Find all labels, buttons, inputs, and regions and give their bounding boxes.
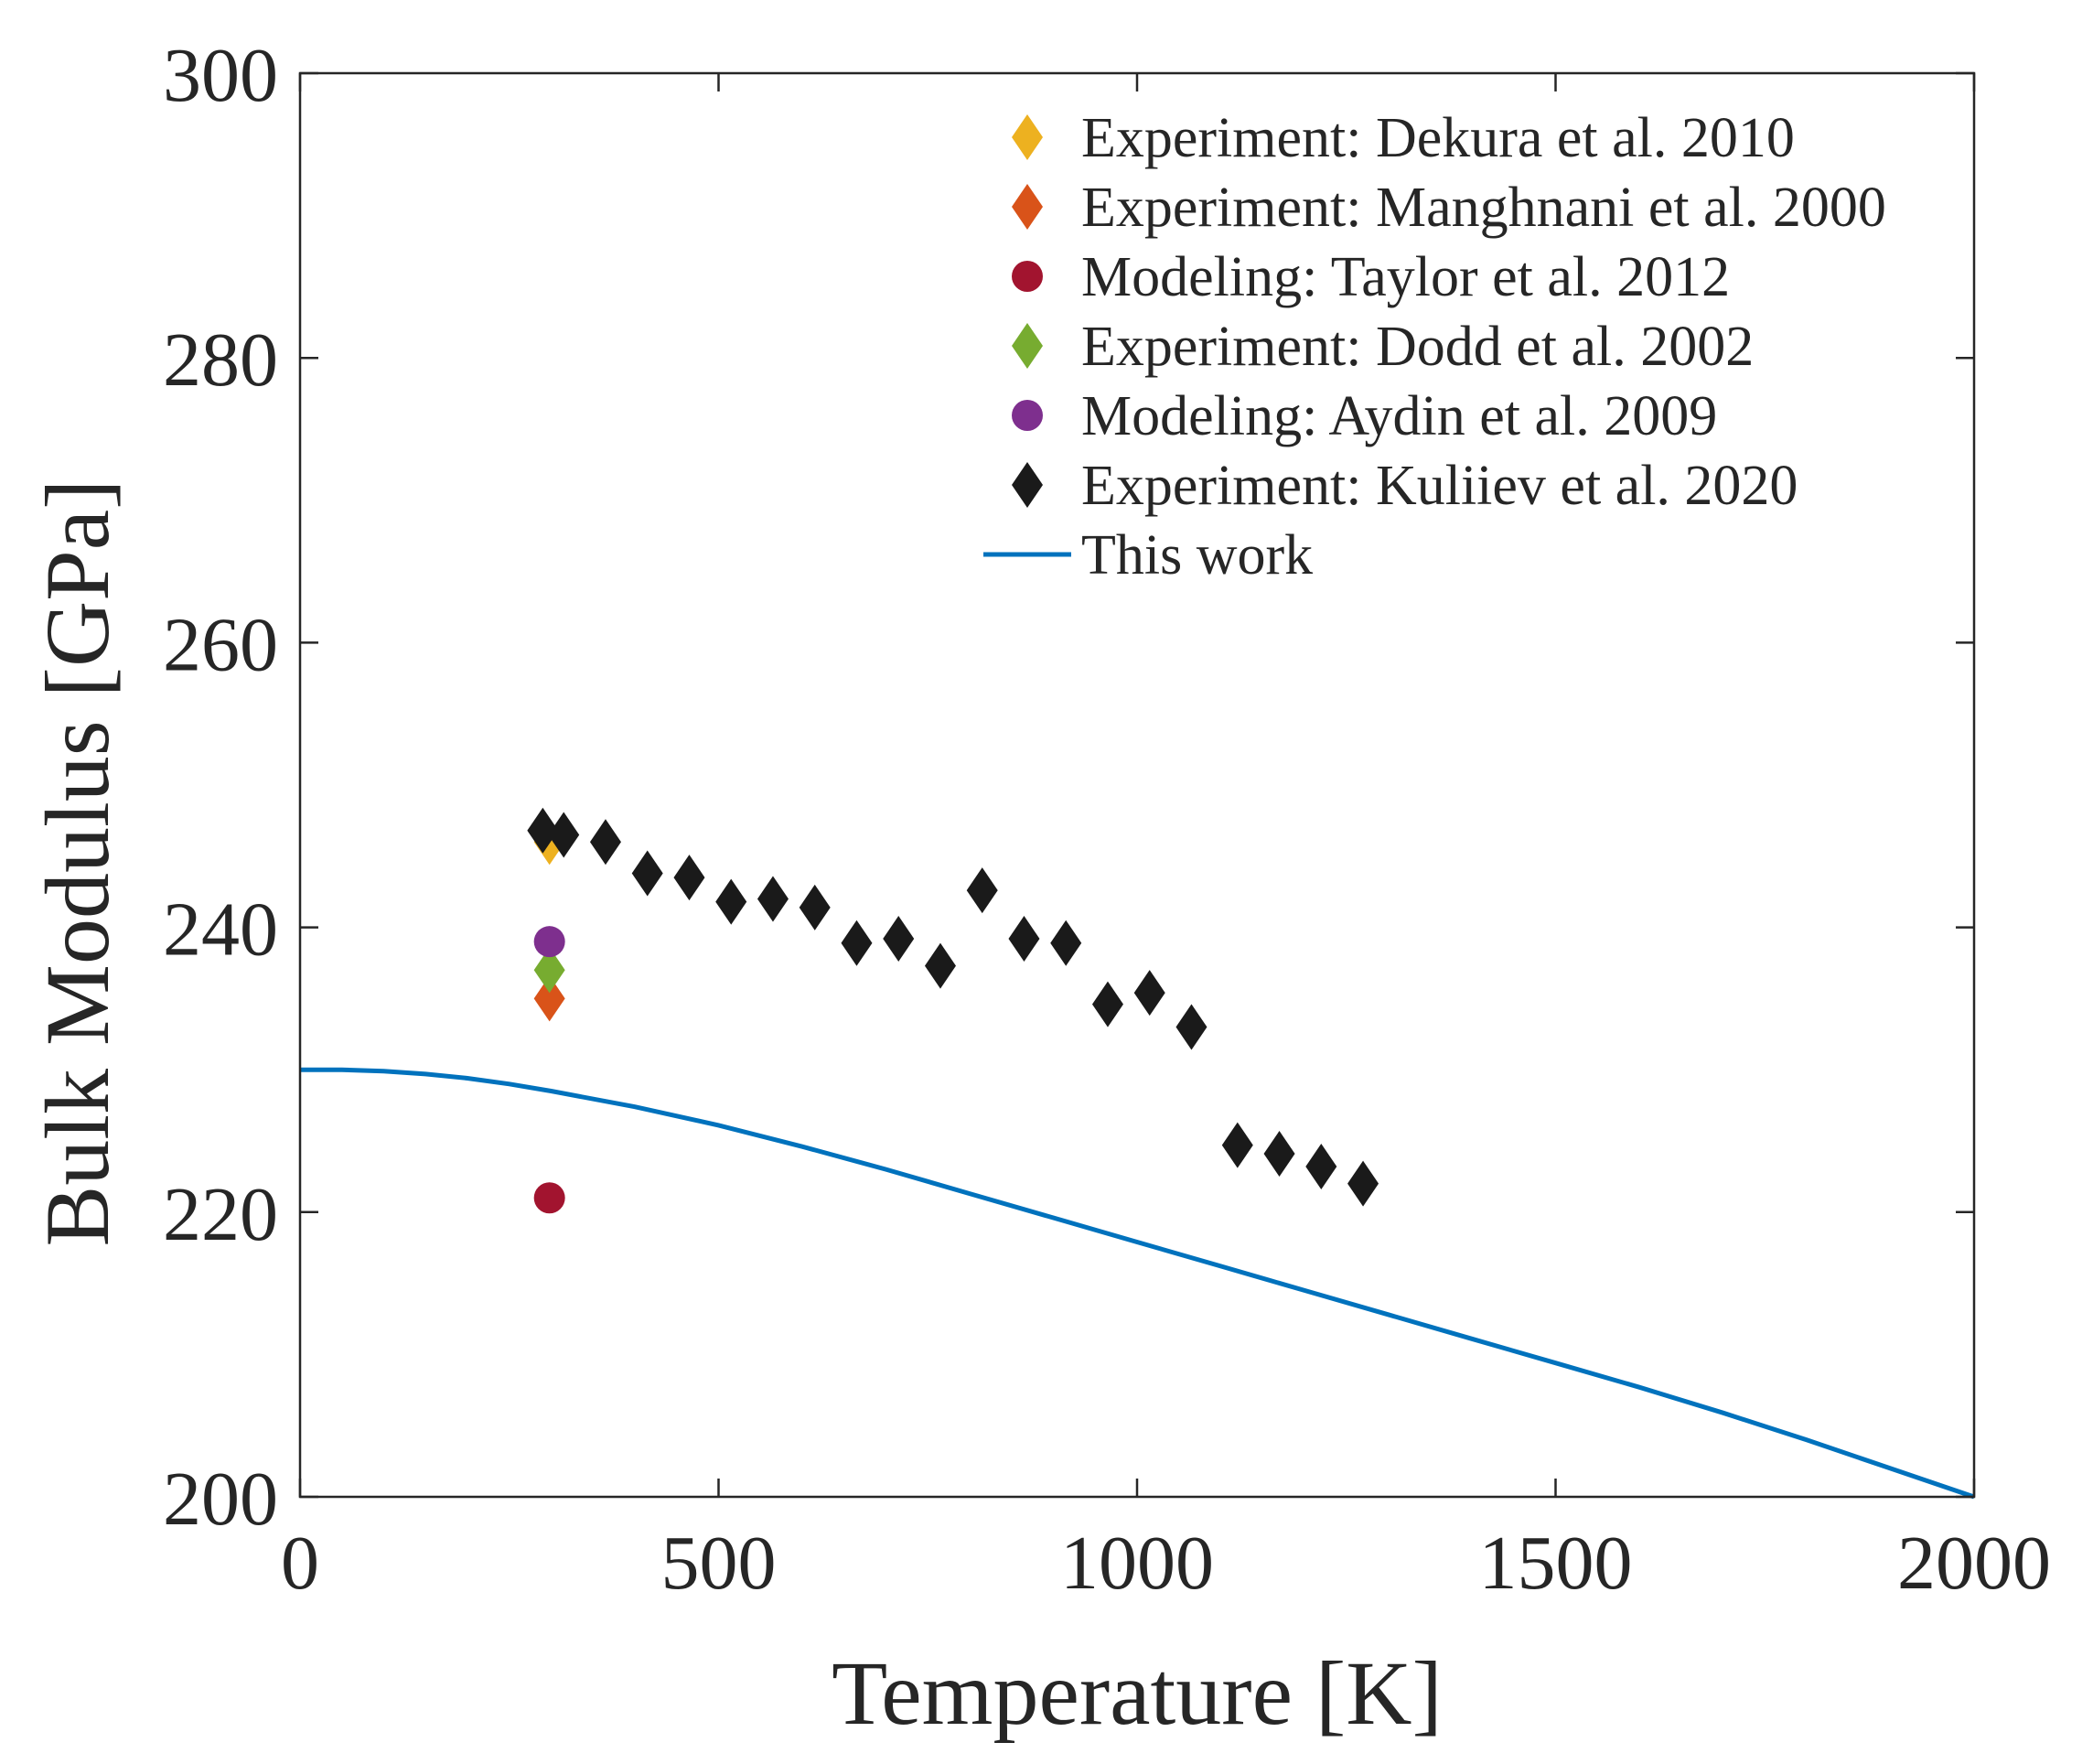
data-point-experiment-kuliiev-et-al-2020-16 (1175, 1004, 1208, 1050)
x-axis-label: Temperature [K] (832, 1642, 1443, 1744)
axis-labels: Temperature [K] Bulk Modulus [GPa] (27, 479, 1443, 1744)
data-point-experiment-kuliiev-et-al-2020-2 (589, 819, 621, 866)
series-line-this-work (300, 1067, 1975, 1500)
data-point-experiment-kuliiev-et-al-2020-3 (631, 850, 663, 897)
legend-swatch-modeling-taylor-et-al-2012 (1012, 261, 1043, 292)
x-tick-label: 2000 (1897, 1521, 2051, 1606)
legend-label-modeling-aydin-et-al-2009: Modeling: Aydin et al. 2009 (1081, 385, 1717, 447)
y-axis-label: Bulk Modulus [GPa] (27, 479, 128, 1247)
x-tick-label: 0 (281, 1521, 319, 1606)
data-point-experiment-kuliiev-et-al-2020-14 (1091, 981, 1123, 1027)
legend: Experiment: Dekura et al. 2010 Experiment… (983, 107, 1886, 586)
y-tick-label: 200 (163, 1457, 278, 1542)
x-tick-label: 1500 (1479, 1521, 1633, 1606)
data-point-experiment-kuliiev-et-al-2020-7 (799, 884, 831, 930)
legend-label-experiment-manghnani-et-al-2000: Experiment: Manghnani et al. 2000 (1081, 177, 1886, 239)
data-point-experiment-manghnani-et-al-2000-0 (533, 975, 565, 1022)
y-tick-label: 260 (163, 602, 278, 687)
markers (527, 807, 1379, 1214)
legend-swatch-experiment-manghnani-et-al-2000 (1012, 184, 1043, 230)
y-tick-label: 300 (163, 33, 278, 118)
data-point-experiment-kuliiev-et-al-2020-1 (548, 812, 580, 858)
plot-area (300, 73, 1974, 1497)
legend-swatch-experiment-dekura-et-al-2010 (1012, 114, 1043, 160)
data-point-experiment-kuliiev-et-al-2020-0 (527, 807, 559, 854)
legend-swatch-experiment-dodd-et-al-2002 (1012, 323, 1043, 369)
data-point-experiment-kuliiev-et-al-2020-15 (1133, 970, 1165, 1016)
legend-label-modeling-taylor-et-al-2012: Modeling: Taylor et al. 2012 (1081, 246, 1730, 308)
y-tick-label: 280 (163, 317, 278, 403)
curves (300, 1067, 1975, 1500)
data-point-experiment-kuliiev-et-al-2020-17 (1221, 1122, 1253, 1168)
data-point-experiment-kuliiev-et-al-2020-9 (883, 916, 915, 963)
legend-label-this-work: This work (1081, 524, 1313, 586)
legend-swatch-modeling-aydin-et-al-2009 (1012, 400, 1043, 431)
legend-label-experiment-dekura-et-al-2010: Experiment: Dekura et al. 2010 (1081, 107, 1795, 169)
data-point-experiment-kuliiev-et-al-2020-11 (966, 867, 998, 914)
data-point-experiment-dodd-et-al-2002-0 (533, 947, 565, 994)
data-point-experiment-kuliiev-et-al-2020-10 (924, 942, 956, 989)
data-point-experiment-kuliiev-et-al-2020-12 (1008, 916, 1040, 963)
data-point-experiment-kuliiev-et-al-2020-18 (1263, 1131, 1295, 1178)
data-point-experiment-kuliiev-et-al-2020-4 (673, 855, 705, 901)
y-tick-label: 220 (163, 1172, 278, 1257)
x-tick-label: 500 (661, 1521, 777, 1606)
data-point-experiment-kuliiev-et-al-2020-8 (841, 920, 873, 966)
data-point-experiment-kuliiev-et-al-2020-6 (757, 876, 789, 922)
y-tick-label: 240 (163, 887, 278, 973)
legend-label-experiment-kuliiev-et-al-2020: Experiment: Kuliiev et al. 2020 (1081, 455, 1798, 517)
data-point-modeling-aydin-et-al-2009-0 (533, 926, 565, 958)
legend-label-experiment-dodd-et-al-2002: Experiment: Dodd et al. 2002 (1081, 316, 1754, 378)
data-point-experiment-kuliiev-et-al-2020-13 (1050, 920, 1082, 966)
x-tick-label: 1000 (1060, 1521, 1214, 1606)
data-point-experiment-kuliiev-et-al-2020-19 (1305, 1144, 1337, 1190)
plot-background (300, 73, 1974, 1497)
legend-swatch-experiment-kuliiev-et-al-2020 (1012, 462, 1043, 508)
data-point-experiment-kuliiev-et-al-2020-20 (1347, 1160, 1379, 1207)
axis-ticks: 0 500 1000 1500 2000 200 220 240 260 280 300 (163, 33, 2051, 1606)
data-point-modeling-taylor-et-al-2012-0 (533, 1182, 565, 1214)
data-point-experiment-kuliiev-et-al-2020-5 (715, 878, 747, 925)
